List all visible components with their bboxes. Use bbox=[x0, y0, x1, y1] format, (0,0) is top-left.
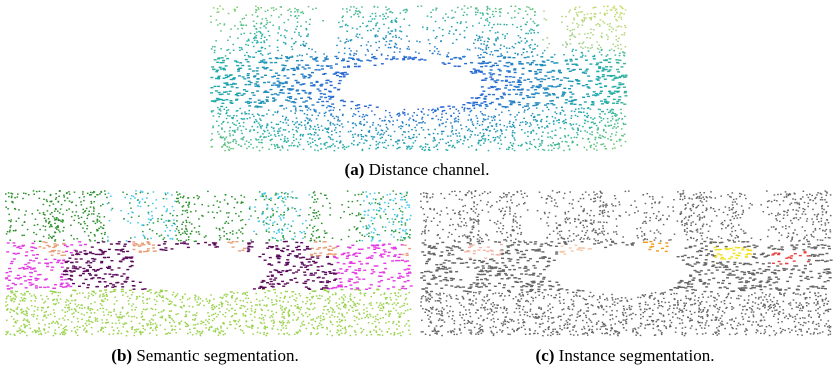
instance-cloud bbox=[420, 190, 833, 336]
caption-c: (c) Instance segmentation. bbox=[536, 346, 715, 366]
point-cloud-images bbox=[0, 0, 835, 376]
distance-cloud bbox=[210, 5, 628, 151]
caption-b: (b) Semantic segmentation. bbox=[111, 346, 298, 366]
subfigure-label: (c) bbox=[536, 346, 555, 365]
subfigure-caption: Distance channel. bbox=[369, 160, 490, 179]
subfigure-caption: Instance segmentation. bbox=[559, 346, 715, 365]
subfigure-caption: Semantic segmentation. bbox=[136, 346, 298, 365]
semantic-cloud bbox=[5, 190, 413, 336]
figure: (a) Distance channel. (b) Semantic segme… bbox=[0, 0, 835, 376]
subfigure-label: (a) bbox=[345, 160, 365, 179]
caption-a: (a) Distance channel. bbox=[345, 160, 490, 180]
subfigure-label: (b) bbox=[111, 346, 132, 365]
